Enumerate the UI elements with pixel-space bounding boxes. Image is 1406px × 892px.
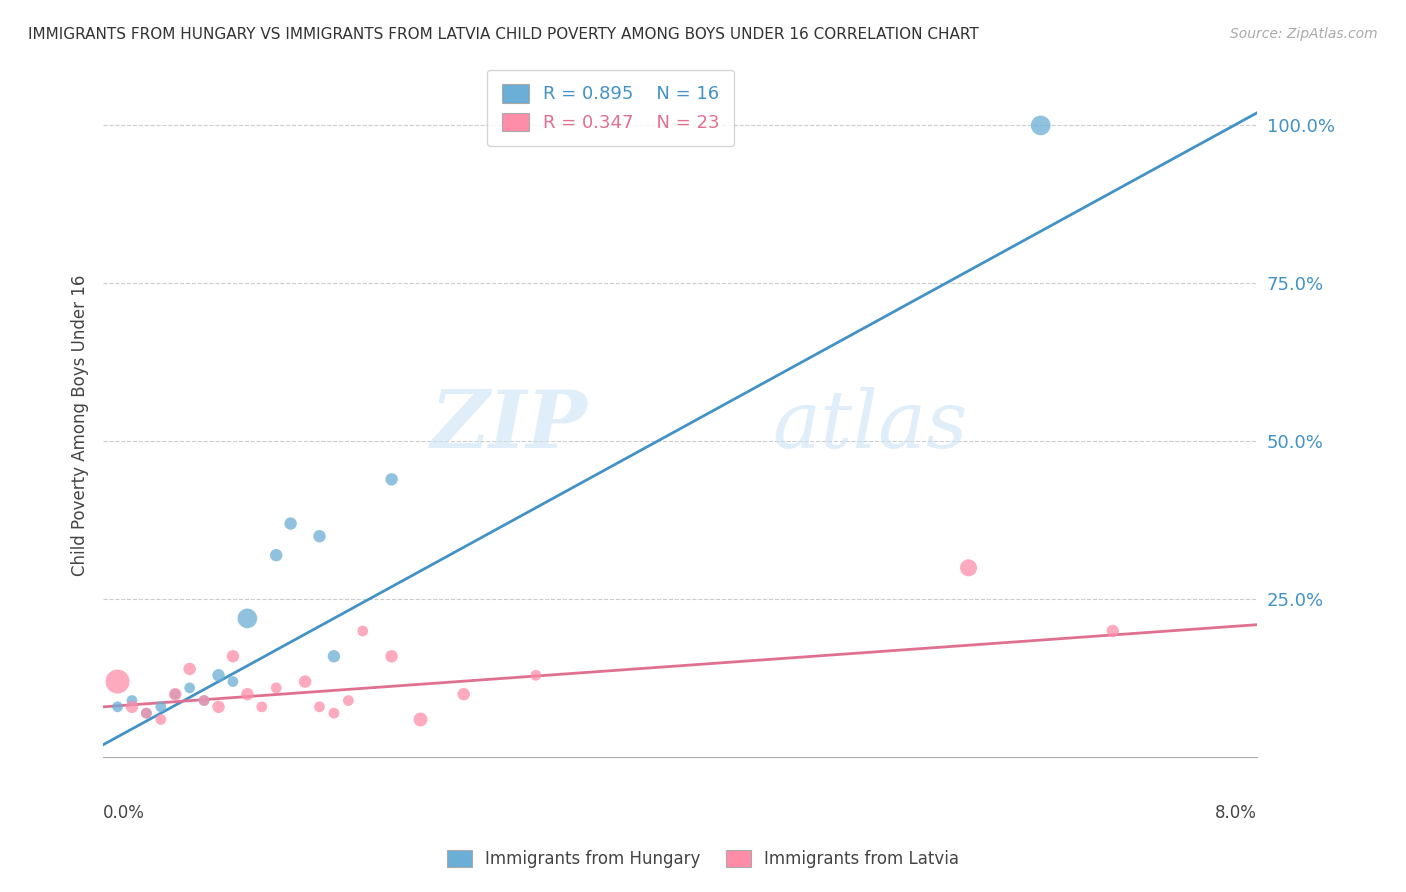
Point <box>135 706 157 721</box>
Point <box>193 693 215 707</box>
Text: ZIP: ZIP <box>430 387 588 465</box>
Point <box>264 681 287 695</box>
Point <box>165 687 187 701</box>
Point <box>149 713 172 727</box>
Point <box>381 472 404 486</box>
Legend: R = 0.895    N = 16, R = 0.347    N = 23: R = 0.895 N = 16, R = 0.347 N = 23 <box>488 70 734 146</box>
Y-axis label: Child Poverty Among Boys Under 16: Child Poverty Among Boys Under 16 <box>72 275 89 576</box>
Point <box>107 699 129 714</box>
Point <box>236 611 259 625</box>
Point <box>179 681 201 695</box>
Point <box>179 662 201 676</box>
Point <box>121 699 143 714</box>
Point <box>957 561 980 575</box>
Text: atlas: atlas <box>772 387 967 465</box>
Legend: Immigrants from Hungary, Immigrants from Latvia: Immigrants from Hungary, Immigrants from… <box>440 843 966 875</box>
Point <box>236 687 259 701</box>
Point <box>121 693 143 707</box>
Text: Source: ZipAtlas.com: Source: ZipAtlas.com <box>1230 27 1378 41</box>
Point <box>337 693 360 707</box>
Point <box>322 649 344 664</box>
Point <box>250 699 273 714</box>
Point <box>222 649 245 664</box>
Point <box>308 529 330 543</box>
Point <box>453 687 475 701</box>
Point <box>294 674 316 689</box>
Point <box>1101 624 1123 638</box>
Point <box>1029 119 1052 133</box>
Point <box>222 674 245 689</box>
Point <box>308 699 330 714</box>
Text: IMMIGRANTS FROM HUNGARY VS IMMIGRANTS FROM LATVIA CHILD POVERTY AMONG BOYS UNDER: IMMIGRANTS FROM HUNGARY VS IMMIGRANTS FR… <box>28 27 979 42</box>
Point <box>409 713 432 727</box>
Point <box>135 706 157 721</box>
Point <box>524 668 547 682</box>
Point <box>322 706 344 721</box>
Point <box>165 687 187 701</box>
Point <box>381 649 404 664</box>
Point <box>207 668 229 682</box>
Point <box>352 624 374 638</box>
Point <box>107 674 129 689</box>
Point <box>193 693 215 707</box>
Point <box>207 699 229 714</box>
Point <box>264 548 287 562</box>
Text: 0.0%: 0.0% <box>103 804 145 822</box>
Point <box>280 516 302 531</box>
Text: 8.0%: 8.0% <box>1215 804 1257 822</box>
Point <box>149 699 172 714</box>
